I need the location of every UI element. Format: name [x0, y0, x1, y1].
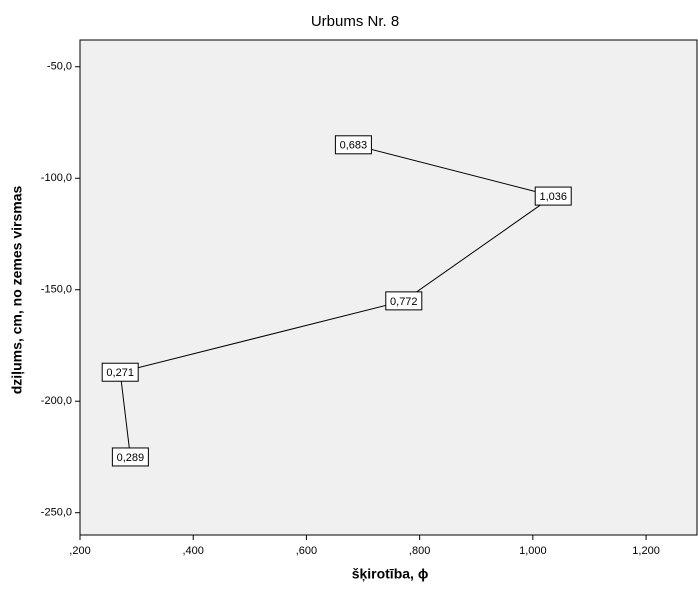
x-tick-label: ,400	[183, 545, 204, 557]
y-tick-label: -50,0	[47, 61, 72, 73]
x-tick-label: 1,000	[519, 545, 547, 557]
x-axis-title: šķirotība, ϕ	[352, 566, 429, 582]
data-label: 0,683	[340, 140, 368, 152]
data-label: 0,271	[106, 367, 134, 379]
data-label: 1,036	[539, 191, 567, 203]
plot-area	[79, 39, 698, 536]
y-axis-title: dziļums, cm, no zemes virsmas	[9, 186, 25, 395]
data-label-box	[101, 362, 139, 382]
data-label: 0,289	[117, 452, 145, 464]
data-label-box	[334, 135, 372, 155]
data-label-box	[111, 447, 149, 467]
chart-title: Urbums Nr. 8	[311, 13, 399, 30]
x-tick-label: 1,200	[632, 545, 660, 557]
x-tick-label: ,800	[409, 545, 430, 557]
data-label-box	[385, 291, 423, 311]
y-tick-label: -100,0	[41, 172, 72, 184]
y-tick-label: -200,0	[41, 395, 72, 407]
data-label: 0,772	[390, 296, 418, 308]
x-tick-label: ,600	[296, 545, 317, 557]
x-tick-label: ,200	[69, 545, 90, 557]
y-tick-label: -150,0	[41, 284, 72, 296]
y-tick-label: -250,0	[41, 507, 72, 519]
data-label-box	[534, 186, 572, 206]
